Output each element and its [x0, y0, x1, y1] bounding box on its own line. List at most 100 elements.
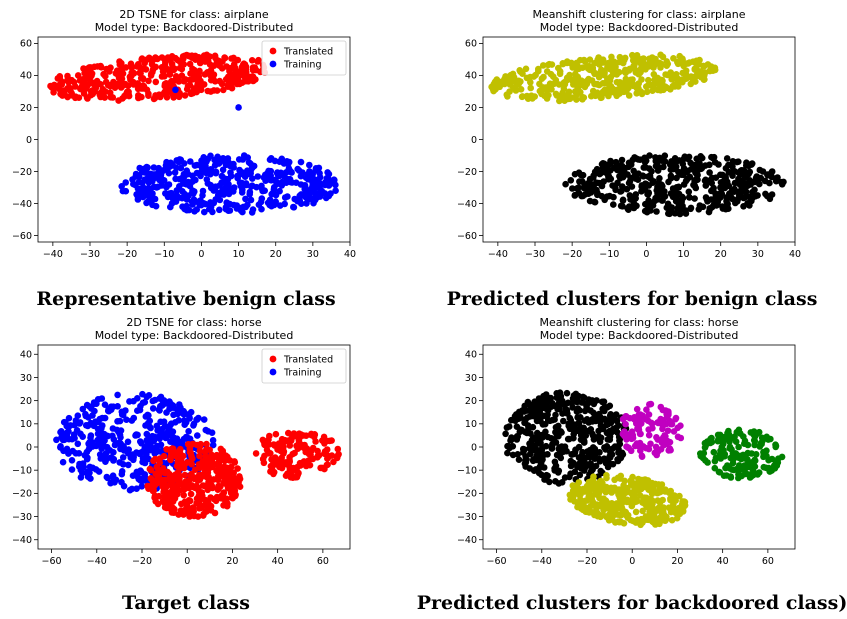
- data-point: [531, 445, 539, 452]
- data-point: [196, 471, 203, 479]
- data-point: [70, 78, 78, 86]
- data-point: [195, 414, 202, 422]
- data-point: [327, 178, 335, 186]
- chart-subtitle: Model type: Backdoored-Distributed: [540, 329, 739, 342]
- data-point: [665, 411, 672, 419]
- data-point: [214, 476, 222, 484]
- data-point: [168, 162, 176, 169]
- data-point: [517, 78, 524, 85]
- data-point: [638, 453, 646, 461]
- data-point: [653, 79, 661, 87]
- data-point: [517, 86, 525, 93]
- y-tick-label: −30: [12, 512, 32, 523]
- data-point: [100, 70, 107, 78]
- data-point: [573, 185, 581, 192]
- data-point: [710, 153, 718, 161]
- data-point: [101, 88, 109, 96]
- data-point: [187, 158, 194, 165]
- data-point: [59, 436, 67, 444]
- data-point: [535, 409, 543, 417]
- data-point: [629, 473, 636, 481]
- chart-subtitle: Model type: Backdoored-Distributed: [95, 21, 294, 34]
- data-point: [171, 169, 179, 176]
- y-tick-label: 0: [471, 442, 477, 453]
- data-point: [594, 191, 601, 199]
- data-point: [160, 418, 168, 426]
- data-point: [746, 474, 754, 481]
- data-point: [582, 432, 590, 439]
- data-point: [150, 486, 157, 494]
- data-point: [637, 447, 644, 455]
- data-point: [605, 174, 612, 182]
- data-point: [742, 469, 749, 477]
- data-point: [623, 443, 630, 450]
- x-tick-label: 60: [762, 556, 774, 567]
- data-point: [115, 97, 122, 104]
- data-point: [650, 64, 657, 71]
- data-point: [612, 63, 619, 70]
- data-point: [214, 153, 221, 161]
- scatter-points: [47, 51, 339, 216]
- data-point: [93, 400, 100, 408]
- data-point: [134, 473, 141, 480]
- data-point: [653, 208, 660, 215]
- data-point: [599, 479, 606, 487]
- data-point: [729, 158, 737, 165]
- data-point: [118, 470, 126, 478]
- data-point: [80, 463, 87, 471]
- data-point: [600, 398, 608, 406]
- data-point: [276, 463, 283, 471]
- data-point: [143, 199, 150, 207]
- data-point: [712, 454, 720, 462]
- data-point: [170, 411, 177, 419]
- data-point: [643, 83, 650, 90]
- data-point: [583, 402, 590, 410]
- data-point: [589, 64, 597, 72]
- data-point: [313, 194, 321, 201]
- legend-box: [261, 348, 347, 384]
- data-point: [616, 79, 624, 86]
- data-point: [154, 183, 162, 191]
- data-point: [119, 454, 127, 461]
- x-tick-label: 40: [344, 249, 356, 260]
- data-point: [691, 195, 698, 202]
- data-point: [145, 77, 152, 85]
- data-point: [571, 191, 579, 199]
- data-point: [587, 448, 595, 455]
- x-tick-label: −40: [87, 556, 107, 567]
- data-point: [524, 94, 532, 102]
- data-point: [661, 188, 668, 195]
- data-point: [165, 181, 173, 188]
- data-point: [547, 70, 555, 78]
- data-point: [163, 483, 170, 490]
- data-point: [620, 56, 628, 64]
- data-point: [135, 172, 142, 179]
- data-point: [227, 172, 235, 180]
- data-point: [180, 491, 187, 499]
- data-point: [580, 79, 587, 87]
- data-point: [656, 499, 664, 506]
- data-point: [532, 402, 540, 409]
- data-point: [680, 155, 687, 163]
- y-tick-label: −40: [12, 199, 32, 210]
- data-point: [588, 467, 595, 475]
- data-point: [312, 166, 320, 174]
- data-point: [774, 459, 782, 466]
- data-point: [115, 74, 123, 82]
- data-point: [679, 55, 686, 62]
- data-point: [635, 475, 642, 483]
- y-tick-label: −20: [12, 489, 32, 500]
- data-point: [641, 158, 649, 166]
- data-point: [654, 74, 661, 82]
- data-point: [667, 496, 674, 504]
- data-point: [527, 405, 535, 413]
- data-point: [196, 476, 204, 484]
- data-point: [551, 458, 559, 466]
- y-tick-label: 40: [20, 350, 32, 361]
- data-point: [707, 196, 715, 203]
- data-point: [316, 187, 324, 195]
- data-point: [527, 84, 534, 92]
- data-point: [655, 519, 663, 526]
- data-point: [110, 457, 117, 464]
- x-tick-label: 20: [270, 249, 282, 260]
